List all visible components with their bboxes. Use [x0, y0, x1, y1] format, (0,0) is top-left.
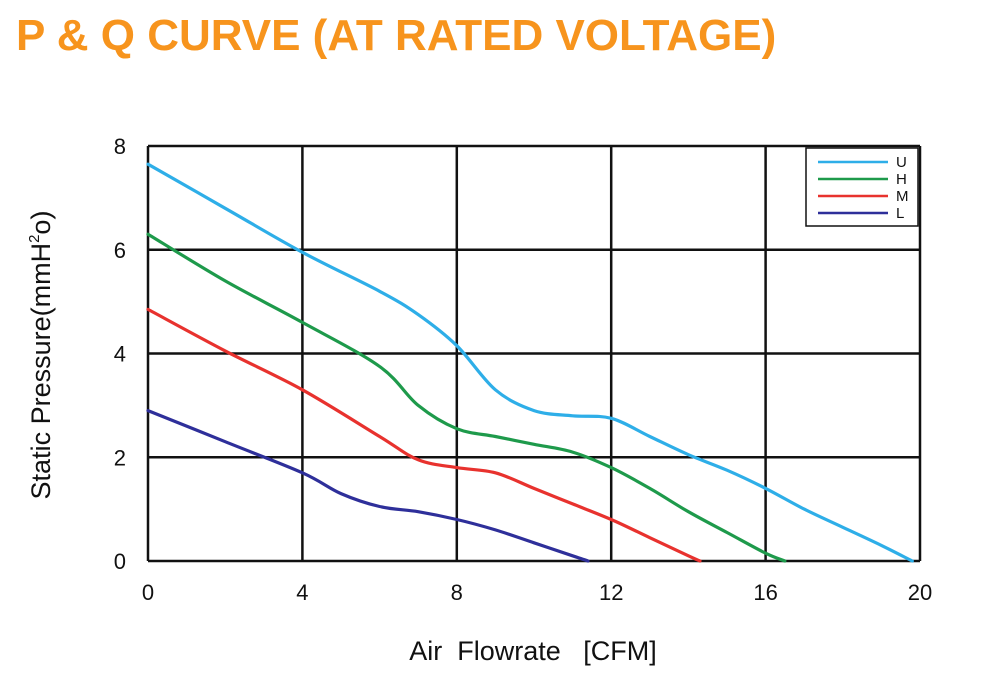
x-tick-label-20: 20	[908, 580, 932, 605]
series-line-m	[146, 307, 702, 563]
y-axis-title-main: Static Pressure(mmH	[26, 243, 56, 500]
series-line-h	[146, 232, 787, 563]
series-line-l	[146, 409, 590, 563]
y-tick-label-4: 4	[114, 342, 126, 367]
series-lines	[146, 162, 914, 563]
page-title: P & Q CURVE (AT RATED VOLTAGE)	[16, 11, 777, 60]
legend-label-h: H	[896, 171, 907, 188]
y-axis-title-suffix: o)	[26, 211, 56, 235]
grid	[146, 144, 922, 563]
y-tick-label-0: 0	[114, 549, 126, 574]
x-tick-label-4: 4	[296, 580, 308, 605]
y-axis-title: Static Pressure(mmH2o)	[26, 211, 56, 500]
x-tick-label-12: 12	[599, 580, 623, 605]
legend-label-l: L	[896, 205, 904, 222]
legend-label-m: M	[896, 188, 909, 205]
legend-label-u: U	[896, 154, 907, 171]
y-tick-label-6: 6	[114, 238, 126, 263]
y-tick-label-8: 8	[114, 134, 126, 159]
x-axis-title: Air Flowrate [CFM]	[409, 636, 657, 666]
y-axis-title-superscript: 2	[26, 235, 43, 243]
x-tick-label-16: 16	[753, 580, 777, 605]
y-tick-label-2: 2	[114, 445, 126, 470]
x-tick-label-0: 0	[142, 580, 154, 605]
series-line-u	[146, 162, 914, 563]
x-tick-label-8: 8	[451, 580, 463, 605]
tick-labels: 0 4 8 12 16 20 0 2 4 6 8	[114, 134, 932, 605]
